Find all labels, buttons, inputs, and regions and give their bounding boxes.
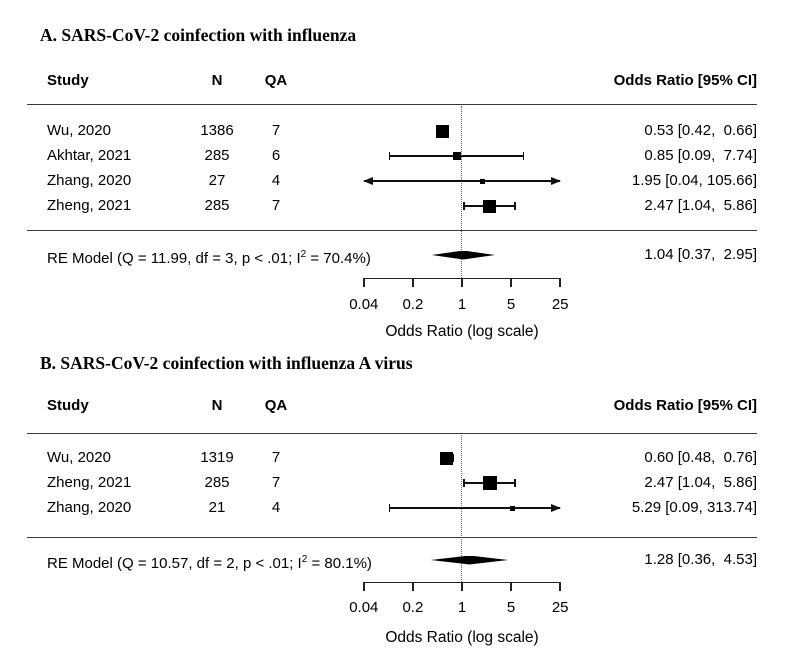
- study-n: 21: [208, 499, 226, 516]
- study-n: 1319: [200, 449, 234, 466]
- or-marker: [482, 476, 497, 490]
- axis-tick-label: 5: [506, 599, 516, 616]
- study-or-label: 2.47 [1.04, 5.86]: [644, 474, 757, 491]
- study-n: 285: [204, 197, 230, 214]
- study-name: Zhang, 2020: [47, 499, 132, 516]
- study-name: Wu, 2020: [47, 122, 111, 139]
- col-header-study: Study: [47, 397, 89, 414]
- study-name: Akhtar, 2021: [47, 147, 132, 164]
- axis-tick: [461, 278, 463, 287]
- col-header-odds-ratio: Odds Ratio [95% CI]: [613, 397, 757, 414]
- or-marker: [510, 505, 516, 511]
- col-header-qa: QA: [264, 72, 288, 89]
- study-or-label: 1.95 [0.04, 105.66]: [631, 172, 757, 189]
- re-model-label: RE Model (Q = 11.99, df = 3, p < .01; I2…: [47, 249, 371, 267]
- col-header-n: N: [211, 397, 223, 414]
- ci-cap-right: [522, 152, 525, 160]
- axis-tick-label: 0.04: [349, 599, 379, 616]
- axis-tick: [510, 582, 512, 591]
- axis-label: Odds Ratio (log scale): [385, 629, 539, 646]
- re-model-isq-superscript: 2: [300, 249, 307, 260]
- axis-tick-label: 0.2: [402, 599, 424, 616]
- study-n: 27: [208, 172, 226, 189]
- axis-tick: [363, 278, 365, 287]
- axis-tick-label: 1: [457, 599, 467, 616]
- axis-tick-label: 25: [551, 599, 569, 616]
- ci-line: [388, 507, 561, 509]
- or-marker: [479, 178, 485, 184]
- ci-cap-left: [388, 152, 391, 160]
- axis-tick: [510, 278, 512, 287]
- ci-cap-left: [388, 504, 391, 512]
- ci-cap-left: [463, 479, 465, 487]
- axis-label: Odds Ratio (log scale): [385, 323, 539, 340]
- axis-tick: [559, 278, 561, 287]
- axis-tick-label: 0.2: [402, 296, 424, 313]
- study-qa: 7: [271, 197, 281, 214]
- or-marker: [439, 451, 453, 465]
- study-qa: 7: [271, 474, 281, 491]
- panel-title: B. SARS-CoV-2 coinfection with influenza…: [40, 353, 413, 373]
- re-diamond: [430, 555, 509, 565]
- study-qa: 6: [271, 147, 281, 164]
- ci-cap-left: [463, 202, 465, 210]
- study-qa: 7: [271, 122, 281, 139]
- study-qa: 4: [271, 172, 281, 189]
- axis-tick: [412, 582, 414, 591]
- or-marker: [436, 124, 450, 138]
- axis-tick: [363, 582, 365, 591]
- axis-tick-label: 5: [506, 296, 516, 313]
- panel-title: A. SARS-CoV-2 coinfection with influenza: [40, 25, 357, 45]
- ci-arrow-right: [551, 504, 562, 512]
- ci-arrow-right: [551, 177, 562, 185]
- study-or-label: 2.47 [1.04, 5.86]: [644, 197, 757, 214]
- study-or-label: 0.60 [0.48, 0.76]: [644, 449, 757, 466]
- study-n: 285: [204, 474, 230, 491]
- reference-line: [461, 106, 463, 278]
- or-marker: [483, 199, 497, 213]
- axis-tick-label: 1: [457, 296, 467, 313]
- axis-tick: [559, 582, 561, 591]
- col-header-qa: QA: [264, 397, 288, 414]
- header-rule: [27, 104, 757, 105]
- col-header-n: N: [211, 72, 223, 89]
- axis-tick-label: 25: [551, 296, 569, 313]
- re-diamond: [431, 250, 495, 260]
- col-header-odds-ratio: Odds Ratio [95% CI]: [613, 72, 757, 89]
- study-n: 285: [204, 147, 230, 164]
- study-name: Zheng, 2021: [47, 197, 132, 214]
- study-or-label: 0.53 [0.42, 0.66]: [644, 122, 757, 139]
- ci-arrow-left: [362, 177, 373, 185]
- study-qa: 4: [271, 499, 281, 516]
- ci-cap-right: [514, 202, 516, 210]
- summary-rule: [27, 230, 757, 231]
- re-model-label: RE Model (Q = 10.57, df = 2, p < .01; I2…: [47, 554, 372, 572]
- study-n: 1386: [200, 122, 234, 139]
- axis-tick: [461, 582, 463, 591]
- col-header-study: Study: [47, 72, 89, 89]
- re-or-label: 1.04 [0.37, 2.95]: [644, 246, 757, 263]
- study-or-label: 0.85 [0.09, 7.74]: [644, 147, 757, 164]
- study-name: Zhang, 2020: [47, 172, 132, 189]
- axis-tick-label: 0.04: [349, 296, 379, 313]
- summary-rule: [27, 537, 757, 538]
- study-name: Zheng, 2021: [47, 474, 132, 491]
- header-rule: [27, 433, 757, 434]
- study-name: Wu, 2020: [47, 449, 111, 466]
- re-or-label: 1.28 [0.36, 4.53]: [644, 551, 757, 568]
- re-model-isq-superscript: 2: [301, 554, 308, 565]
- study-or-label: 5.29 [0.09, 313.74]: [631, 499, 757, 516]
- axis-tick: [412, 278, 414, 287]
- or-marker: [453, 152, 462, 160]
- study-qa: 7: [271, 449, 281, 466]
- ci-line: [363, 180, 561, 182]
- ci-cap-right: [514, 479, 516, 487]
